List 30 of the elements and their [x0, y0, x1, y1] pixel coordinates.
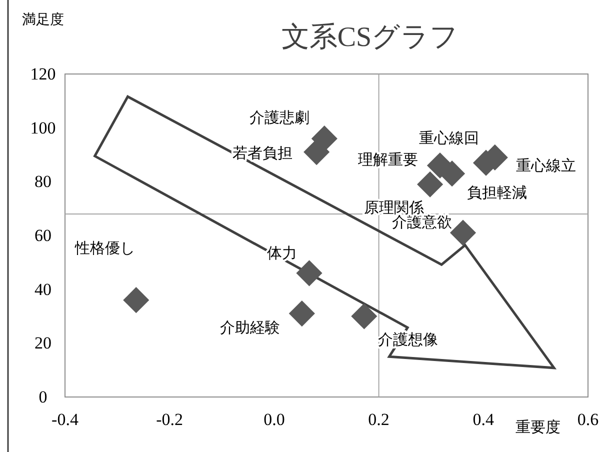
y-tick-label: 120: [30, 64, 56, 84]
series-label: 重心線立: [516, 156, 576, 174]
chart-title: 文系CSグラフ: [281, 22, 459, 53]
y-tick-label: 40: [34, 280, 52, 299]
point: [351, 303, 378, 330]
x-tick-label: 0.4: [472, 410, 495, 429]
y-tick-label: 80: [34, 172, 52, 192]
x-tick-label: -0.4: [52, 410, 79, 429]
y-tick-label: 20: [34, 334, 52, 353]
series-label: 理解重要: [358, 150, 418, 169]
series-label: 原理関係: [364, 198, 424, 216]
series-label: 介助経験: [220, 318, 280, 337]
point: [450, 220, 476, 246]
y-tick-label: 60: [34, 226, 52, 245]
x-tick-label: 0.2: [368, 410, 390, 429]
x-axis-title: 重要度: [516, 418, 560, 436]
y-tick-label: 0: [38, 388, 48, 406]
point: [123, 287, 150, 314]
x-tick-label: 0.0: [264, 410, 285, 429]
x-tick-label: -0.2: [156, 410, 184, 429]
series-label: 介護悲劇: [249, 108, 310, 127]
series-label: 性格優し: [74, 239, 136, 258]
point: [296, 260, 322, 286]
x-tick-label: 0.6: [577, 410, 599, 429]
series-label: 負担軽減: [467, 184, 528, 202]
point: [288, 300, 315, 327]
y-tick-label: 100: [30, 118, 56, 138]
point: [417, 171, 444, 198]
series-label: 重心線回: [419, 128, 480, 147]
y-axis-title: 満足度: [22, 12, 64, 28]
